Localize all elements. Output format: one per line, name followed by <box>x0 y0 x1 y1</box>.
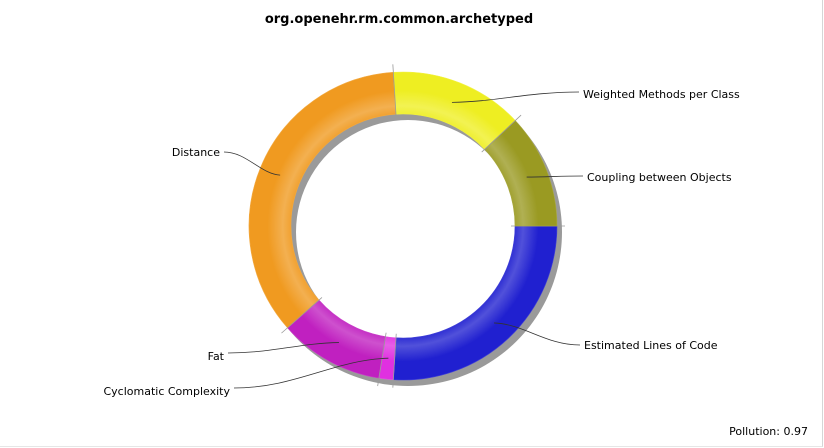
slice-coupling-between-objects <box>484 120 558 227</box>
leader-weighted-methods-per-class <box>451 91 580 103</box>
leader-distance <box>223 151 281 176</box>
slice-boundary-weighted-methods-per-class <box>392 64 397 119</box>
leader-fat <box>227 342 339 354</box>
label-weighted-methods-per-class: Weighted Methods per Class <box>583 88 740 101</box>
label-cyclomatic-complexity: Cyclomatic Complexity <box>103 385 230 398</box>
leader-lines <box>223 91 584 389</box>
donut-slices <box>248 64 565 388</box>
label-fat: Fat <box>208 350 225 363</box>
leader-cyclomatic-complexity <box>233 357 389 389</box>
slice-estimated-lines-of-code <box>393 225 558 381</box>
chart-title: org.openehr.rm.common.archetyped <box>264 12 534 27</box>
leader-estimated-lines-of-code <box>494 322 581 346</box>
leader-coupling-between-objects <box>526 175 584 178</box>
label-estimated-lines-of-code: Estimated Lines of Code <box>584 339 718 352</box>
label-distance: Distance <box>172 146 220 159</box>
slice-boundary-distance <box>281 297 323 334</box>
slice-boundary-coupling-between-objects <box>481 114 522 153</box>
pollution-label: Pollution: <box>729 425 780 438</box>
slice-distance <box>248 71 397 329</box>
slice-boundary-fat <box>377 332 387 387</box>
slice-labels: Estimated Lines of Code Cyclomatic Comple… <box>103 88 740 398</box>
slice-boundary-cyclomatic-complexity <box>392 333 397 388</box>
label-coupling-between-objects: Coupling between Objects <box>587 171 732 184</box>
pollution-readout: Pollution: 0.97 <box>729 425 808 438</box>
pollution-value: 0.97 <box>783 425 809 438</box>
